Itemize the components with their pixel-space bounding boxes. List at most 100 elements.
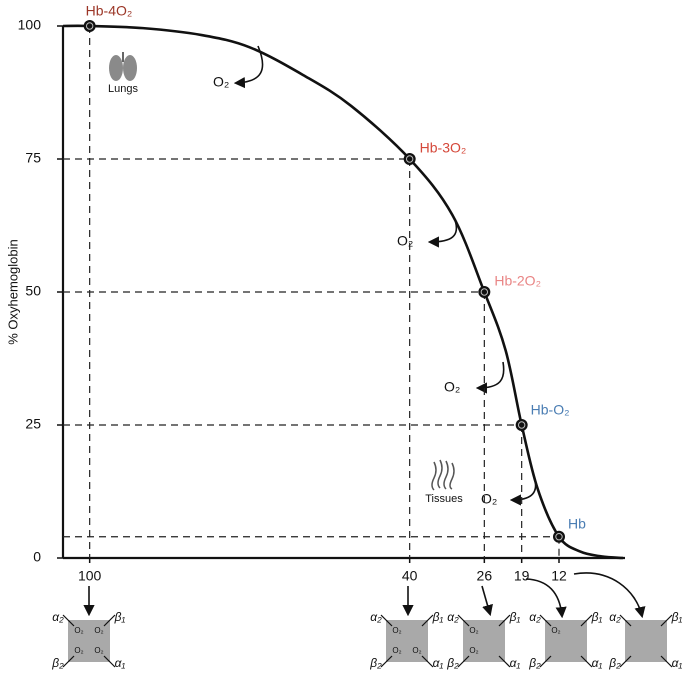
subunit-label: α₁	[433, 656, 444, 670]
subunit-label: β₂	[51, 656, 64, 670]
molecule-arrow	[481, 585, 493, 617]
state-point-ring	[405, 155, 414, 163]
subunit-label: β₁	[114, 610, 126, 624]
subunit-stub	[580, 655, 593, 668]
state-label: Hb-O₂	[531, 402, 570, 418]
subunit-stub	[62, 614, 75, 627]
state-point-ring	[480, 288, 489, 296]
bound-o2: O₂	[392, 626, 401, 635]
subunit-stub	[539, 614, 552, 627]
state-point	[403, 153, 416, 165]
molecule-body	[386, 620, 428, 662]
subunit-stub	[380, 655, 393, 668]
subunit-label: α₁	[592, 656, 603, 670]
molecule-body	[68, 620, 110, 662]
bound-o2: O₂	[469, 626, 478, 635]
hemoglobin-molecule: α₂ β₁ β₂ α₁	[608, 610, 682, 670]
subunit-label: α₂	[447, 610, 459, 624]
release-arrow	[475, 361, 505, 394]
subunit-label: α₁	[672, 656, 683, 670]
molecule-arrow	[573, 572, 646, 619]
subunit-label: α₂	[529, 610, 541, 624]
subunit-stub	[619, 655, 632, 668]
state-label: Hb	[568, 515, 586, 531]
bound-o2: O₂	[392, 646, 401, 655]
subunit-stub	[421, 655, 434, 668]
subunit-label: α₂	[609, 610, 621, 624]
y-axis-label: % Oxyhemoglobin	[5, 239, 20, 345]
hemoglobin-molecule: α₂ β₁ β₂ α₁ O₂	[528, 610, 602, 670]
subunit-stub	[619, 614, 632, 627]
hemoglobin-molecule: α₂ β₁ β₂ α₁ O₂ O₂	[446, 610, 520, 670]
subunit-stub	[498, 655, 511, 668]
bound-o2: O₂	[94, 646, 103, 655]
y-tick-label: 0	[33, 549, 41, 565]
bound-o2: O₂	[74, 646, 83, 655]
state-point-ring	[517, 421, 526, 429]
state-point	[553, 530, 565, 543]
subunit-label: α₁	[510, 656, 521, 670]
release-label: O₂	[444, 379, 460, 395]
subunit-label: α₂	[370, 610, 382, 624]
bound-o2: O₂	[469, 646, 478, 655]
subunit-label: β₁	[432, 610, 444, 624]
subunit-stub	[103, 614, 116, 627]
subunit-stub	[660, 614, 673, 627]
subunit-label: β₂	[528, 656, 541, 670]
subunit-stub	[62, 655, 75, 668]
molecule-arrow	[525, 578, 567, 619]
subunit-stub	[498, 614, 511, 627]
subunit-stub	[421, 614, 434, 627]
molecule-body	[545, 620, 587, 662]
hemoglobin-molecule: α₂ β₁ β₂ α₁ O₂ O₂ O₂	[369, 610, 443, 670]
y-tick-label: 75	[25, 150, 41, 166]
release-arrow	[427, 219, 458, 248]
subunit-stub	[539, 655, 552, 668]
lungs-label: Lungs	[108, 83, 138, 95]
release-label: O₂	[397, 233, 413, 249]
x-tick-label: 100	[78, 568, 102, 584]
subunit-label: β₂	[369, 656, 382, 670]
release-label: O₂	[213, 74, 229, 90]
subunit-stub	[580, 614, 593, 627]
bound-o2: O₂	[74, 626, 83, 635]
x-tick-label: 19	[514, 568, 530, 584]
y-tick-label: 100	[18, 17, 42, 33]
molecule-body	[625, 620, 667, 662]
state-label: Hb-3O₂	[420, 140, 467, 156]
state-point-ring	[555, 533, 563, 541]
tissues-label: Tissues	[425, 493, 463, 505]
state-point	[478, 286, 491, 298]
y-tick-label: 50	[25, 283, 41, 299]
x-tick-label: 12	[551, 568, 567, 584]
bound-o2: O₂	[412, 646, 421, 655]
bound-o2: O₂	[94, 626, 103, 635]
subunit-stub	[380, 614, 393, 627]
subunit-label: β₁	[509, 610, 521, 624]
state-point	[515, 419, 528, 431]
subunit-stub	[660, 655, 673, 668]
y-tick-label: 25	[25, 416, 41, 432]
molecule-body	[463, 620, 505, 662]
subunit-label: β₁	[591, 610, 603, 624]
release-arrow	[509, 479, 537, 506]
hemoglobin-molecule: α₂ β₁ β₂ α₁ O₂ O₂ O₂ O₂	[51, 610, 125, 670]
subunit-label: β₂	[608, 656, 621, 670]
lungs-icon	[109, 52, 137, 81]
subunit-label: β₂	[446, 656, 459, 670]
subunit-stub	[457, 614, 470, 627]
state-label: Hb-2O₂	[494, 273, 541, 289]
subunit-label: β₁	[671, 610, 683, 624]
x-tick-label: 40	[402, 568, 418, 584]
subunit-label: α₁	[115, 656, 126, 670]
bound-o2: O₂	[551, 626, 560, 635]
subunit-stub	[103, 655, 116, 668]
state-label: Hb-4O₂	[86, 3, 133, 19]
subunit-label: α₂	[52, 610, 64, 624]
state-point-ring	[85, 22, 94, 30]
state-point	[83, 20, 96, 32]
x-tick-label: 26	[477, 568, 493, 584]
subunit-stub	[457, 655, 470, 668]
tissues-icon	[431, 459, 455, 491]
